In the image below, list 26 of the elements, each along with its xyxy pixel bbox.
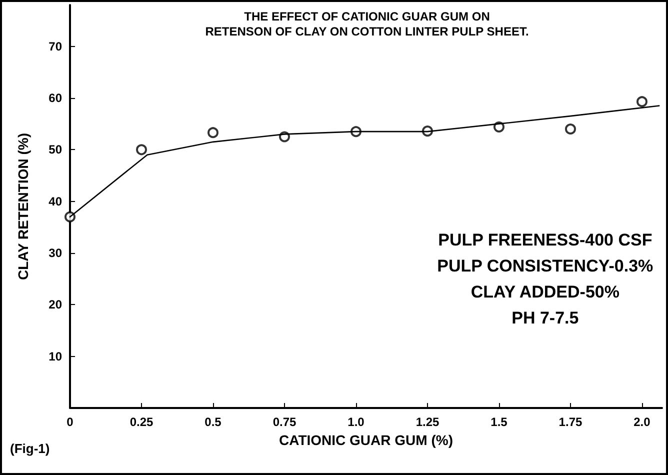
y-tick-label: 20: [48, 298, 62, 312]
y-tick-label: 60: [48, 91, 62, 105]
text: (Fig-1): [10, 441, 50, 456]
y-tick-label: 40: [48, 194, 62, 208]
x-tick-label: 0: [66, 415, 74, 429]
point: [208, 127, 218, 138]
y-axis-title: CLAY RETENTION (%): [15, 132, 31, 280]
text: THE EFFECT OF CATIONIC GUAR GUM ON RETENSON OF CLAY ON COTTON LINTER PULP SHEET.: [205, 10, 529, 38]
x-tick-label: 1.25: [416, 415, 440, 429]
x-tick-label: 2.0: [634, 415, 651, 429]
point: [564, 124, 576, 134]
x-tick-label: 1.75: [558, 415, 582, 429]
point: [636, 96, 648, 108]
point: [136, 144, 147, 156]
point: [64, 211, 76, 222]
x-axis-title: CATIONIC GUAR GUM (%): [279, 432, 453, 448]
x-tick-label: 0.5: [204, 415, 222, 429]
y-tick-label: 30: [48, 246, 62, 260]
y-tick-label: 10: [48, 349, 62, 364]
annotation: PULP FREENESS-400 CSF PULP CONSISTENCY-0.3% CLAY ADDED-50% PH 7-7.5: [437, 230, 654, 328]
x-tick-label: 0.25: [130, 415, 154, 429]
x-tick-label: 1.0: [348, 415, 365, 429]
x-tick-label: 1.5: [490, 415, 508, 429]
y-tick-label: 70: [48, 39, 62, 54]
y-tick-label: 50: [48, 142, 62, 157]
x-tick-label: 0.75: [272, 415, 296, 429]
